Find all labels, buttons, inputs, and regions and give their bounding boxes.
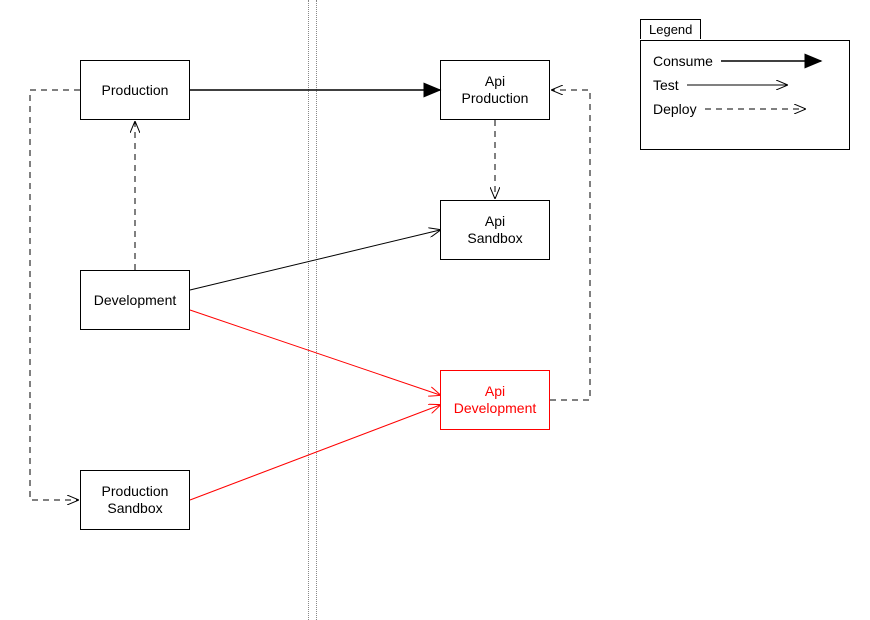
legend-item-consume: Consume xyxy=(641,49,849,73)
legend-label: Consume xyxy=(653,53,721,69)
node-api-production: ApiProduction xyxy=(440,60,550,120)
divider-line xyxy=(316,0,317,620)
edge-production-to-prod-sandbox xyxy=(30,90,80,500)
node-label: Development xyxy=(94,292,177,309)
edge-development-to-api-development xyxy=(190,310,440,395)
legend-item-deploy: Deploy xyxy=(641,97,849,121)
legend-label: Test xyxy=(653,77,687,93)
node-label: Production xyxy=(102,82,169,99)
legend-box: Legend Consume Test Deploy xyxy=(640,40,850,150)
node-development: Development xyxy=(80,270,190,330)
legend-arrow-test xyxy=(687,77,837,93)
edge-prod-sandbox-to-api-development xyxy=(190,405,440,500)
node-label: ApiDevelopment xyxy=(454,383,537,417)
node-label: ProductionSandbox xyxy=(102,483,169,517)
diagram-canvas: Production Development ProductionSandbox… xyxy=(0,0,870,620)
edge-api-development-to-api-production xyxy=(550,90,590,400)
node-api-development: ApiDevelopment xyxy=(440,370,550,430)
edge-development-to-api-sandbox xyxy=(190,230,440,290)
legend-item-test: Test xyxy=(641,73,849,97)
legend-label: Deploy xyxy=(653,101,705,117)
node-production: Production xyxy=(80,60,190,120)
node-api-sandbox: ApiSandbox xyxy=(440,200,550,260)
node-production-sandbox: ProductionSandbox xyxy=(80,470,190,530)
divider-line xyxy=(308,0,309,620)
legend-arrow-deploy xyxy=(705,101,837,117)
legend-title: Legend xyxy=(640,19,701,39)
legend-arrow-consume xyxy=(721,53,837,69)
node-label: ApiProduction xyxy=(462,73,529,107)
node-label: ApiSandbox xyxy=(467,213,522,247)
